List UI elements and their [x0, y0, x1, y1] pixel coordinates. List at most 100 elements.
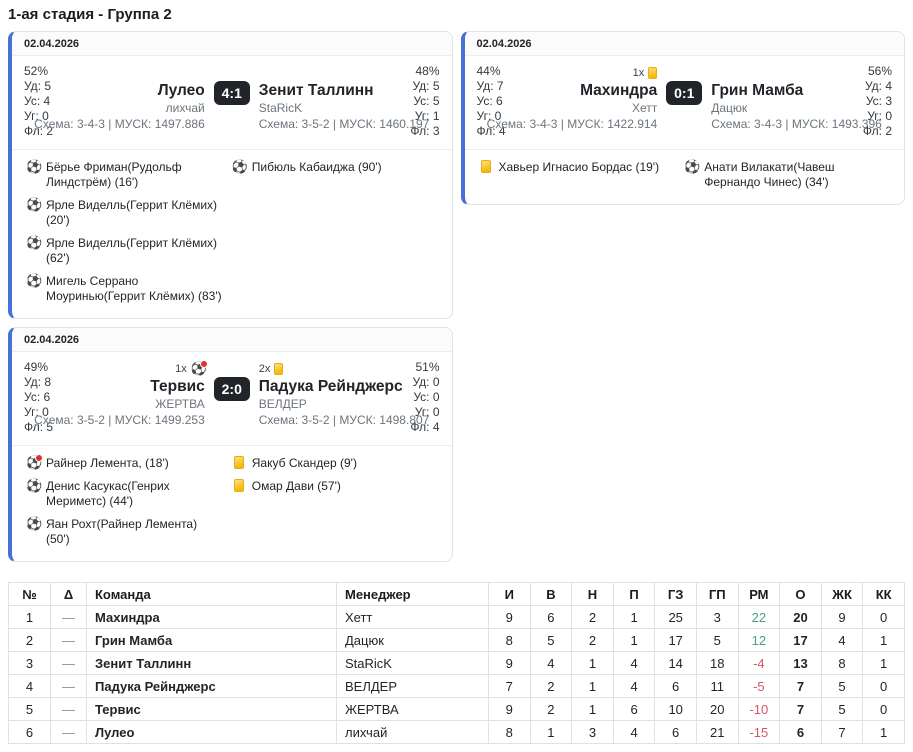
manager-cell: StaRicK [336, 651, 489, 675]
away-events: Анати Вилакати(Чавеш Фернандо Чинес) (34… [684, 160, 890, 190]
col-header-team: Команда [86, 582, 337, 606]
col-header-points: О [779, 582, 822, 606]
stat-line: 44% [476, 64, 501, 78]
goal-diff-cell: -4 [737, 651, 781, 675]
stat-line: Уд: 0 [412, 375, 440, 389]
match-card-mahindra-greenmamba[interactable]: 02.04.2026 44% Уд: 7 Ус: 6 Уг: 0 Фл: 4 1x Ма… [460, 31, 905, 205]
ball-icon [232, 160, 246, 174]
goal-diff-cell: 22 [737, 605, 781, 629]
draws-cell: 3 [571, 720, 614, 744]
away-scheme: Схема: 3-4-3 | МУСК: 1493.396 [711, 117, 882, 131]
stat-line: Уд: 5 [412, 79, 440, 93]
position-cell: 1 [8, 605, 51, 629]
match-card-luleo-zenit[interactable]: 02.04.2026 52% Уд: 5 Ус: 4 Уг: 0 Фл: 2 Лулео… [8, 31, 453, 319]
away-counter: 2x [259, 360, 284, 377]
page-title: 1-ая стадия - Группа 2 [8, 6, 172, 23]
wins-cell: 6 [529, 605, 573, 629]
col-header-manager: Менеджер [336, 582, 489, 606]
away-manager: StaRicK [258, 101, 303, 115]
team-name-cell: Зенит Таллинн [86, 651, 337, 675]
played-cell: 8 [488, 628, 531, 652]
played-cell: 9 [488, 651, 531, 675]
score-badge: 0:1 [666, 81, 703, 105]
losses-cell: 6 [612, 697, 656, 721]
away-events: Яакуб Скандер (9') Омар Дави (57') [232, 456, 438, 547]
event-item: Яакуб Скандер (9') [232, 456, 430, 471]
away-team-name: Зенит Таллинн [258, 82, 374, 99]
yellow-cards-cell: 5 [820, 674, 864, 698]
red-cards-cell: 1 [862, 628, 905, 652]
red-cards-cell: 1 [862, 651, 905, 675]
yellow-cards-cell: 4 [820, 628, 864, 652]
event-item: Мигель Серрано Моуринью(Геррит Клёмих) (… [26, 274, 224, 304]
match-summary: 52% Уд: 5 Ус: 4 Уг: 0 Фл: 2 Лулео лихчай Схе… [12, 56, 452, 149]
played-cell: 9 [488, 697, 531, 721]
points-cell: 17 [779, 628, 822, 652]
match-events: Райнер Лемента, (18') Денис Касукас(Генр… [12, 445, 452, 561]
goals-for-cell: 25 [654, 605, 697, 629]
away-stats: 51% Уд: 0 Ус: 0 Уг: 0 Фл: 4 [393, 360, 440, 435]
stat-line: Уг: 0 [476, 109, 502, 123]
ball-icon [26, 198, 40, 212]
goal-diff-cell: -5 [737, 674, 781, 698]
match-date: 02.04.2026 [12, 32, 452, 56]
home-scheme: Схема: 3-4-3 | МУСК: 1422.914 [486, 117, 658, 131]
stat-line: 48% [415, 64, 440, 78]
goal-diff-cell: -15 [737, 720, 781, 744]
home-team: 1x Махиндра Хетт Схема: 3-4-3 | МУСК: 14… [487, 64, 667, 132]
losses-cell: 4 [612, 720, 656, 744]
points-cell: 7 [779, 697, 822, 721]
event-item: Анати Вилакати(Чавеш Фернандо Чинес) (34… [684, 160, 882, 190]
red-cards-cell: 0 [862, 697, 905, 721]
event-text: Бёрье Фриман(Рудольф Линдстрём) (16') [46, 160, 182, 189]
event-item: Яан Рохт(Райнер Лемента) (50') [26, 517, 224, 547]
stat-line: 52% [24, 64, 49, 78]
event-item: Ярле Виделль(Геррит Клёмих) (20') [26, 198, 224, 228]
event-text: Ярле Виделль(Геррит Клёмих) (62') [46, 236, 218, 265]
standings-body: 1 — Махиндра Хетт 9 6 2 1 25 3 22 20 9 0 [8, 605, 905, 744]
table-row: 2 — Грин Мамба Дацюк 8 5 2 1 17 5 12 17 … [8, 628, 905, 652]
match-events: Бёрье Фриман(Рудольф Линдстрём) (16') Яр… [12, 149, 452, 318]
yellow-card-icon [480, 160, 491, 173]
position-cell: 6 [8, 720, 51, 744]
home-events: Хавьер Игнасио Бордас (19') [479, 160, 685, 190]
away-stats: 48% Уд: 5 Ус: 5 Уг: 1 Фл: 3 [393, 64, 440, 139]
stat-line: Ус: 3 [865, 94, 892, 108]
yellow-card-icon [233, 456, 244, 469]
home-stats: 52% Уд: 5 Ус: 4 Уг: 0 Фл: 2 [24, 64, 71, 139]
goals-for-cell: 17 [654, 628, 697, 652]
goals-for-cell: 14 [654, 651, 697, 675]
stat-line: Уд: 7 [476, 79, 504, 93]
yellow-cards-cell: 8 [820, 651, 864, 675]
played-cell: 9 [488, 605, 531, 629]
team-name-cell: Падука Рейнджерс [86, 674, 337, 698]
manager-cell: ЖЕРТВА [336, 697, 489, 721]
ball-icon [26, 160, 40, 174]
goals-against-cell: 5 [695, 628, 739, 652]
stat-line: Уд: 8 [24, 375, 52, 389]
event-text: Пибюль Кабаиджа (90') [251, 160, 382, 174]
match-summary: 49%Уд: 8Ус: 6Уг: 0Фл: 5 1x Тервис ЖЕРТВА… [12, 352, 452, 445]
yellow-card-icon [233, 479, 244, 492]
yellow-card-icon [648, 66, 658, 79]
position-cell: 3 [8, 651, 51, 675]
stat-line: 51% [415, 360, 440, 374]
event-item: Райнер Лемента, (18') [26, 454, 224, 471]
points-cell: 6 [779, 720, 822, 744]
losses-cell: 1 [612, 605, 656, 629]
event-item: Денис Касукас(Генрих Мериметс) (44') [26, 479, 224, 509]
match-date: 02.04.2026 [464, 32, 904, 56]
stat-line: Уд: 4 [864, 79, 892, 93]
home-counter: 1x [633, 64, 658, 81]
col-header-played: И [488, 582, 531, 606]
away-manager: ВЕЛДЕР [258, 397, 307, 411]
match-date: 02.04.2026 [12, 328, 452, 352]
ball-icon [26, 517, 40, 531]
goals-against-cell: 21 [695, 720, 739, 744]
match-card-tervis-paduka[interactable]: 02.04.2026 49%Уд: 8Ус: 6Уг: 0Фл: 5 1x Те… [8, 327, 453, 562]
home-manager: Хетт [631, 101, 658, 115]
event-item: Ярле Виделль(Геррит Клёмих) (62') [26, 236, 224, 266]
goal-diff-cell: 12 [737, 628, 781, 652]
draws-cell: 1 [571, 697, 614, 721]
manager-cell: лихчай [336, 720, 489, 744]
